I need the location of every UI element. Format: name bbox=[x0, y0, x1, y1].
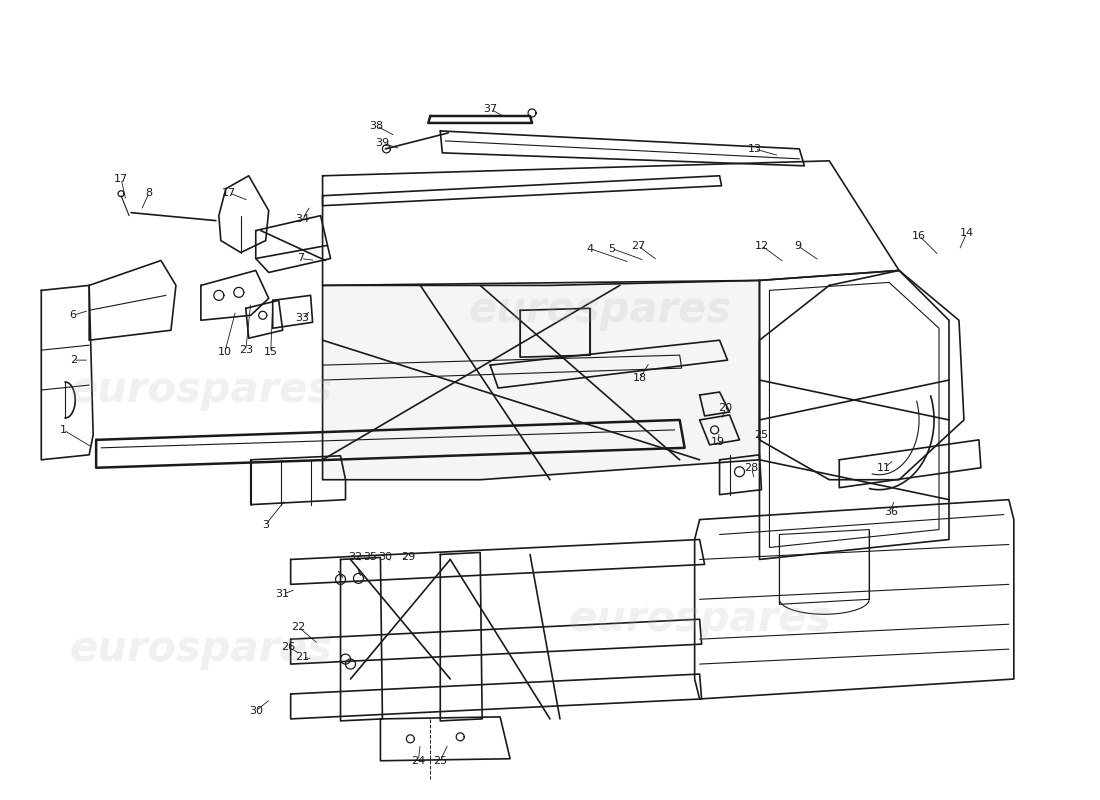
Text: 33: 33 bbox=[296, 314, 309, 323]
Text: 16: 16 bbox=[912, 230, 926, 241]
Text: 23: 23 bbox=[239, 345, 253, 355]
Text: 35: 35 bbox=[363, 553, 377, 562]
Text: 5: 5 bbox=[608, 243, 615, 254]
Text: 4: 4 bbox=[586, 243, 594, 254]
Text: 15: 15 bbox=[264, 347, 277, 357]
Text: 36: 36 bbox=[884, 506, 898, 517]
Text: 31: 31 bbox=[276, 590, 289, 599]
Text: 37: 37 bbox=[483, 104, 497, 114]
Text: eurospares: eurospares bbox=[69, 369, 332, 411]
Text: 32: 32 bbox=[349, 553, 363, 562]
Text: 38: 38 bbox=[370, 121, 384, 131]
Text: 17: 17 bbox=[114, 174, 128, 184]
Text: 20: 20 bbox=[718, 403, 733, 413]
Text: 7: 7 bbox=[297, 254, 305, 263]
Text: eurospares: eurospares bbox=[469, 290, 732, 331]
Text: eurospares: eurospares bbox=[568, 598, 832, 640]
Text: 11: 11 bbox=[877, 462, 891, 473]
Text: 25: 25 bbox=[755, 430, 769, 440]
Polygon shape bbox=[322, 281, 759, 480]
Text: 13: 13 bbox=[748, 144, 761, 154]
Text: 24: 24 bbox=[411, 756, 426, 766]
Text: 30: 30 bbox=[249, 706, 263, 716]
Text: 19: 19 bbox=[711, 437, 725, 447]
Text: 1: 1 bbox=[59, 425, 67, 435]
Text: 29: 29 bbox=[402, 553, 416, 562]
Text: 3: 3 bbox=[262, 519, 270, 530]
Text: 22: 22 bbox=[292, 622, 306, 632]
Text: 21: 21 bbox=[296, 652, 310, 662]
Text: 6: 6 bbox=[69, 310, 77, 320]
Text: 25: 25 bbox=[433, 756, 448, 766]
Text: 2: 2 bbox=[69, 355, 77, 365]
Text: 18: 18 bbox=[632, 373, 647, 383]
Text: 12: 12 bbox=[755, 241, 769, 250]
Text: 27: 27 bbox=[630, 241, 645, 250]
Text: 10: 10 bbox=[218, 347, 232, 357]
Text: 9: 9 bbox=[794, 241, 801, 250]
Text: 26: 26 bbox=[282, 642, 296, 652]
Text: 39: 39 bbox=[375, 138, 389, 148]
Text: 28: 28 bbox=[745, 462, 759, 473]
Text: 14: 14 bbox=[960, 227, 974, 238]
Text: 17: 17 bbox=[222, 188, 235, 198]
Text: 34: 34 bbox=[296, 214, 310, 224]
Text: 8: 8 bbox=[145, 188, 153, 198]
Text: 30: 30 bbox=[378, 553, 393, 562]
Text: eurospares: eurospares bbox=[69, 628, 332, 670]
